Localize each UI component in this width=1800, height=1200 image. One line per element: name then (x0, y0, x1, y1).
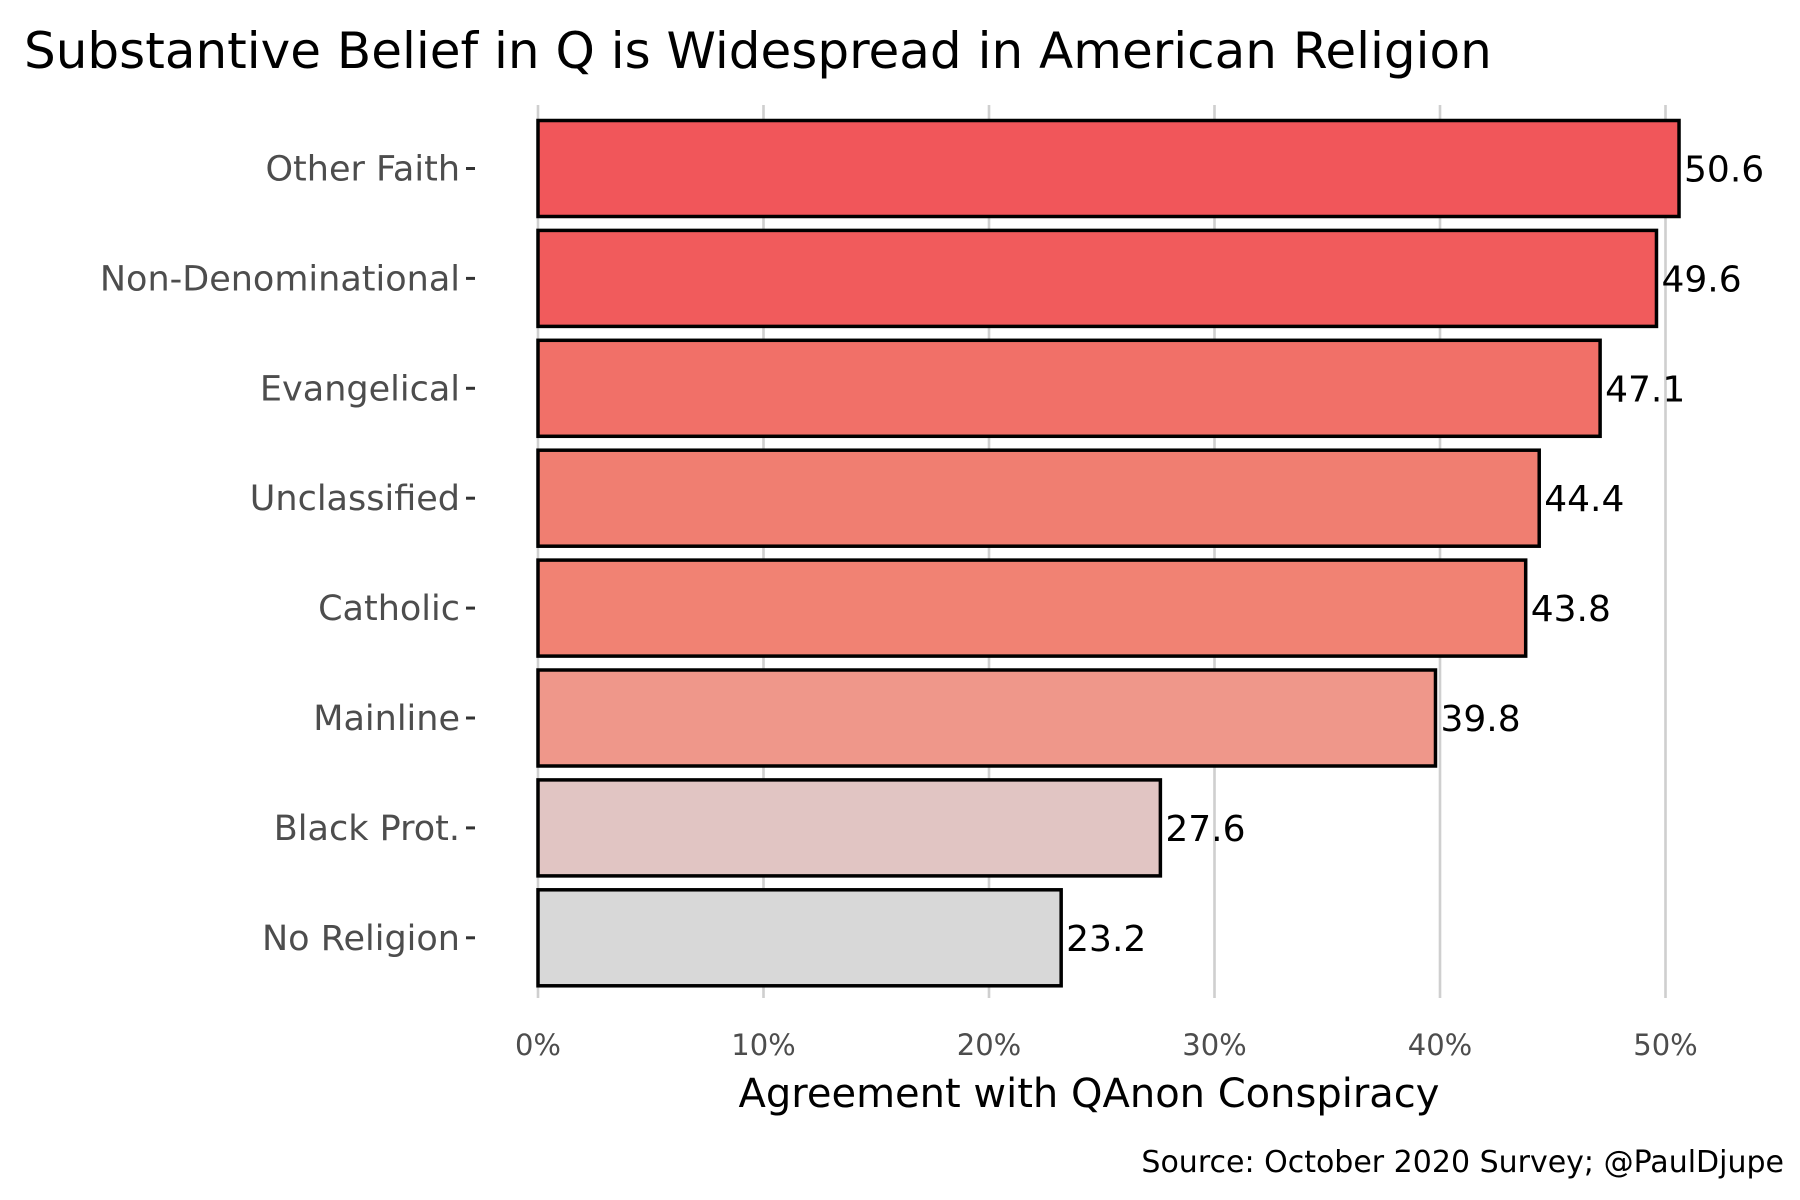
chart-title: Substantive Belief in Q is Widespread in… (24, 22, 1492, 80)
x-tick-label: 10% (731, 1028, 795, 1062)
x-axis: 0% 10% 20% 30% 40% 50% (515, 1028, 1698, 1062)
data-label: 43.8 (1531, 589, 1611, 630)
x-tick-label: 40% (1408, 1028, 1472, 1062)
bar-0 (536, 118, 1681, 219)
x-axis-title: Agreement with QAnon Conspiracy (739, 1071, 1440, 1117)
bar-2 (536, 338, 1602, 439)
data-label: 39.8 (1440, 699, 1520, 740)
x-tick-label: 20% (957, 1028, 1021, 1062)
bars (536, 118, 1681, 988)
data-label: 49.6 (1661, 259, 1741, 300)
source-caption: Source: October 2020 Survey; @PaulDjupe (1141, 1145, 1784, 1180)
data-label: 50.6 (1684, 150, 1764, 191)
x-tick-label: 50% (1633, 1028, 1697, 1062)
y-category-label: Unclassified (250, 479, 460, 519)
bar-5 (536, 668, 1438, 768)
y-category-label: Mainline (313, 699, 460, 739)
x-tick-label: 0% (515, 1028, 561, 1062)
y-category-label: Evangelical (260, 369, 460, 409)
bar-3 (536, 448, 1541, 548)
y-axis: Other Faith Non-Denominational Evangelical… (100, 150, 475, 959)
data-label: 23.2 (1066, 919, 1146, 960)
data-label: 44.4 (1544, 479, 1624, 520)
data-label: 47.1 (1605, 369, 1685, 410)
data-labels: 50.6 49.6 47.1 44.4 43.8 39.8 27.6 23.2 (1066, 150, 1764, 960)
y-category-label: Black Prot. (274, 809, 460, 849)
data-label: 27.6 (1165, 809, 1245, 850)
y-category-label: No Religion (262, 919, 460, 959)
y-category-label: Catholic (318, 589, 460, 629)
bar-7 (536, 888, 1063, 988)
y-category-label: Non-Denominational (100, 259, 460, 299)
x-tick-label: 30% (1182, 1028, 1246, 1062)
bar-1 (536, 228, 1659, 329)
y-category-label: Other Faith (266, 150, 461, 190)
bar-4 (536, 558, 1528, 658)
bar-6 (536, 778, 1163, 878)
